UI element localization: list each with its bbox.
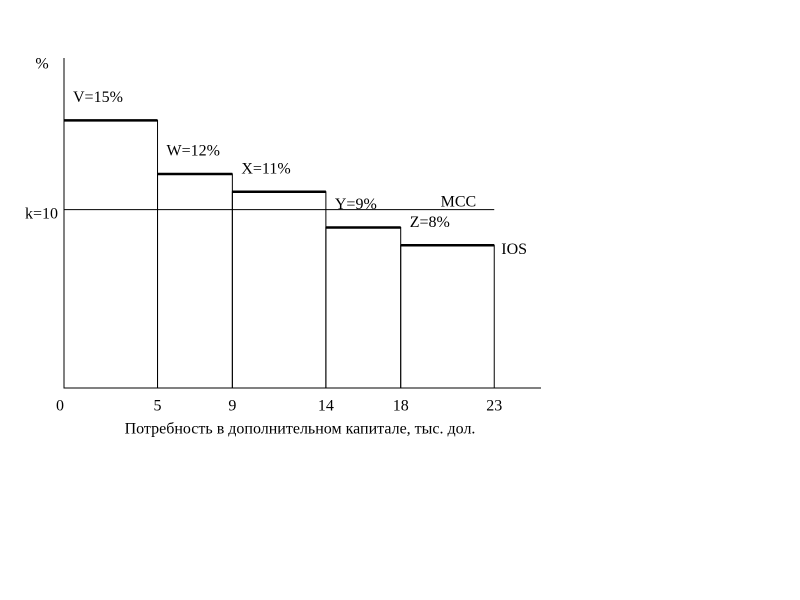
legend-label: IOS [501,241,527,258]
value-label: X=11% [241,160,290,177]
value-label: V=15% [73,89,123,106]
x-tick-label: 23 [486,398,502,415]
value-label: Z=8% [410,214,450,231]
x-tick-label: 0 [56,398,64,415]
x-tick-label: 9 [228,398,236,415]
y-tick-label: k=10 [25,205,58,222]
mcc-label: MCC [441,193,477,210]
bar [157,173,233,389]
bar [400,244,495,389]
bar [63,119,159,389]
bar [325,226,402,389]
value-label: W=12% [167,143,220,160]
y-axis-label: % [35,56,48,73]
x-tick-label: 14 [318,398,334,415]
value-label: Y=9% [335,196,377,213]
bar [231,191,327,389]
x-tick-label: 18 [393,398,409,415]
x-tick-label: 5 [154,398,162,415]
x-axis-label: Потребность в дополнительном капитале, т… [125,421,476,438]
